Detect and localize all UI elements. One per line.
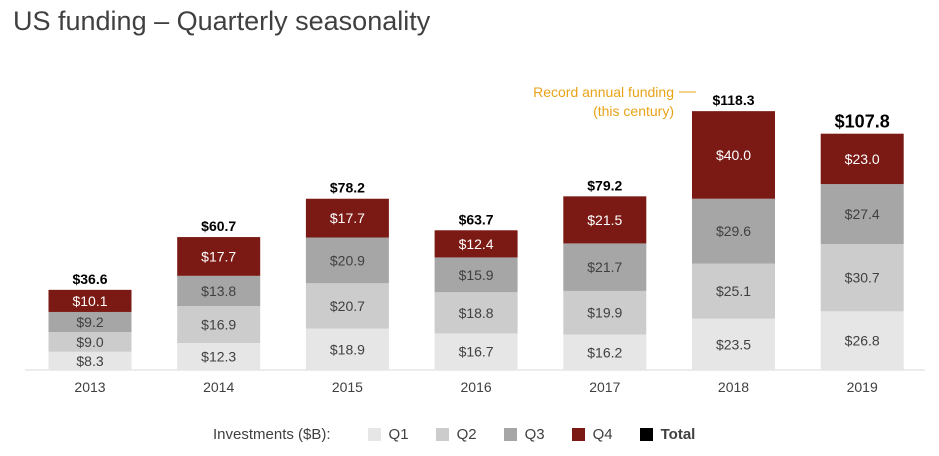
data-label: $26.8: [845, 333, 880, 349]
data-label: $12.4: [459, 236, 494, 252]
data-label: $21.7: [587, 259, 622, 275]
legend-label: Total: [660, 426, 696, 443]
data-label: $23.5: [716, 336, 751, 352]
annotation-text: (this century): [593, 103, 674, 119]
legend-item-q4: Q4: [571, 426, 613, 443]
data-label: $20.7: [330, 298, 365, 314]
data-label: $9.2: [76, 314, 103, 330]
bar-segment-q1: [305, 328, 389, 370]
x-tick-label: 2019: [847, 379, 878, 395]
data-label: $21.5: [587, 212, 622, 228]
bar-segment-q1: [177, 343, 261, 370]
data-label: $16.2: [587, 344, 622, 360]
data-label: $9.0: [76, 334, 103, 350]
bar-segment-q3: [692, 198, 775, 264]
bar-segment-q2: [434, 292, 518, 334]
data-label: $8.3: [76, 353, 103, 369]
bar-segment-q2: [563, 290, 647, 335]
bar-segment-q2: [177, 306, 261, 344]
legend-item-total: Total: [639, 426, 696, 443]
bar-segment-q1: [48, 351, 132, 370]
legend-title: Investments ($B):: [213, 426, 331, 443]
data-label: $40.0: [716, 147, 751, 163]
bar-segment-q4: [820, 133, 904, 185]
bar-segment-q2: [820, 244, 904, 312]
bar-segment-q4: [692, 111, 775, 199]
annotation-text: Record annual funding: [533, 84, 674, 100]
bar-segment-q1: [820, 311, 904, 370]
data-label: $17.7: [330, 210, 365, 226]
bar-segment-q4: [563, 196, 647, 244]
legend-label: Q2: [456, 426, 477, 443]
bar-segment-q2: [48, 332, 132, 352]
bar-segment-q1: [434, 333, 518, 370]
bar-segment-q3: [48, 311, 132, 333]
total-label: $79.2: [587, 177, 622, 193]
bar-segment-q3: [563, 243, 647, 291]
bar-segment-q3: [820, 184, 904, 245]
legend-label: Q3: [524, 426, 545, 443]
chart-title: US funding – Quarterly seasonality: [13, 6, 431, 36]
legend-label: Q1: [388, 426, 409, 443]
bar-segment-q2: [692, 263, 775, 319]
total-label: $78.2: [330, 180, 365, 196]
data-label: $18.9: [330, 341, 365, 357]
total-label: $63.7: [459, 211, 494, 227]
data-label: $23.0: [845, 151, 880, 167]
legend-swatch: [367, 428, 381, 441]
total-label: $36.6: [72, 271, 107, 287]
data-label: $27.4: [845, 206, 880, 222]
x-tick-label: 2014: [203, 379, 234, 395]
x-tick-label: 2015: [332, 379, 363, 395]
x-tick-label: 2013: [74, 379, 105, 395]
bar-segment-q3: [434, 257, 518, 293]
legend-item-q1: Q1: [367, 426, 409, 443]
bar-segment-q4: [434, 230, 518, 258]
data-label: $19.9: [587, 305, 622, 321]
x-tick-label: 2017: [589, 379, 620, 395]
bar-segment-q4: [177, 237, 261, 276]
legend-label: Q4: [592, 426, 613, 443]
legend: Investments ($B): Q1 Q2 Q3 Q4 Total: [213, 426, 695, 443]
legend-swatch: [571, 428, 585, 441]
total-label: $118.3: [712, 92, 754, 108]
legend-swatch: [639, 428, 653, 441]
bar-segment-q3: [177, 275, 261, 307]
data-label: $17.7: [201, 248, 236, 264]
legend-swatch: [503, 428, 517, 441]
data-label: $15.9: [459, 267, 494, 283]
data-label: $30.7: [845, 270, 880, 286]
legend-swatch: [435, 428, 449, 441]
bar-segment-q1: [692, 318, 775, 370]
data-label: $20.9: [330, 252, 365, 268]
data-label: $29.6: [716, 223, 751, 239]
bar-segment-q3: [305, 237, 389, 284]
data-label: $16.9: [201, 317, 236, 333]
total-label: $107.8: [835, 112, 890, 132]
data-label: $25.1: [716, 283, 751, 299]
data-label: $13.8: [201, 283, 236, 299]
legend-item-q3: Q3: [503, 426, 545, 443]
data-label: $18.8: [459, 305, 494, 321]
data-label: $12.3: [201, 349, 236, 365]
legend-item-q2: Q2: [435, 426, 477, 443]
bar-segment-q1: [563, 334, 647, 370]
bar-segment-q2: [305, 283, 389, 329]
data-label: $10.1: [72, 293, 107, 309]
bar-segment-q4: [305, 198, 389, 238]
x-tick-label: 2018: [718, 379, 749, 395]
total-label: $60.7: [201, 218, 236, 234]
x-tick-label: 2016: [461, 379, 492, 395]
bar-segment-q4: [48, 289, 132, 312]
data-label: $16.7: [459, 344, 494, 360]
